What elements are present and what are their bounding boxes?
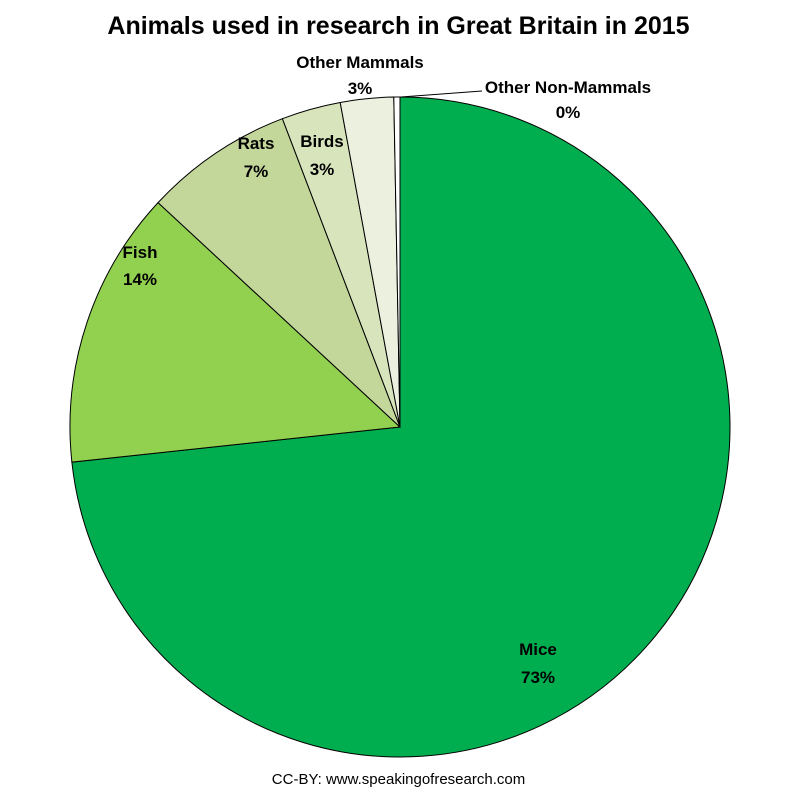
category-label-fish: Fish [123,243,158,262]
slice-fish [69,201,402,463]
chart-title: Animals used in research in Great Britai… [107,12,690,40]
percent-label-other-mammals: 3% [348,79,373,98]
category-label-mice: Mice [519,640,557,659]
slice-other-non-mammals [393,96,401,428]
percent-label-rats: 7% [244,162,269,181]
category-label-rats: Rats [238,134,275,153]
category-label-other-mammals: Other Mammals [296,53,424,72]
category-label-other-non-mammals: Other Non-Mammals [485,78,651,97]
category-label-birds: Birds [300,132,343,151]
percent-label-birds: 3% [310,160,335,179]
percent-label-mice: 73% [521,668,555,687]
percent-label-fish: 14% [123,270,157,289]
credit-text: CC-BY: www.speakingofresearch.com [271,771,526,788]
leader-line-other-non-mammals [400,90,483,98]
percent-label-other-non-mammals: 0% [556,103,581,122]
slice-rats [157,118,401,428]
slice-mice [71,96,731,758]
